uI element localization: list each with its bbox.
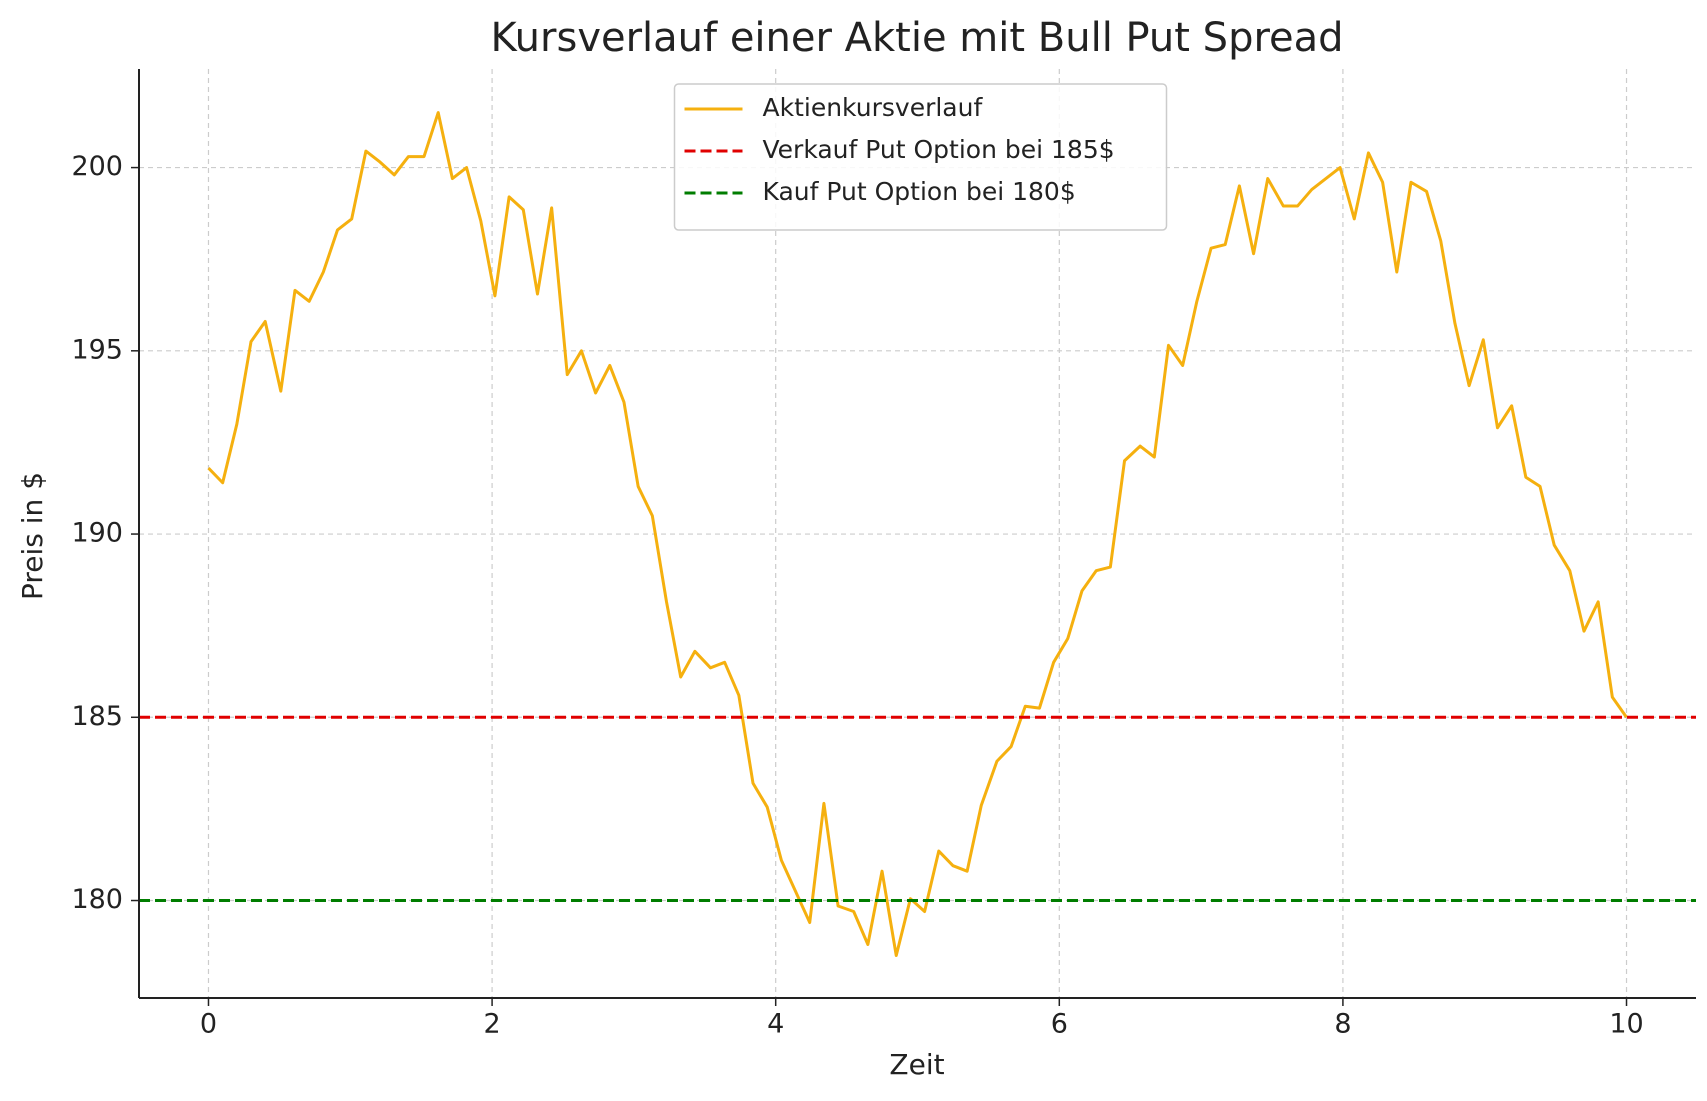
legend-box [673, 83, 1168, 231]
legend-label: Aktienkursverlauf [763, 93, 984, 122]
y-tick-label: 190 [71, 518, 123, 549]
chart-title: Kursverlauf einer Aktie mit Bull Put Spr… [490, 15, 1343, 61]
x-tick-label: 4 [767, 1009, 784, 1040]
x-tick-label: 0 [200, 1009, 217, 1040]
x-tick-label: 6 [1051, 1009, 1068, 1040]
x-tick-label: 10 [1609, 1009, 1643, 1040]
x-tick-label: 8 [1334, 1009, 1351, 1040]
y-tick-label: 200 [71, 151, 123, 182]
y-tick-label: 185 [71, 701, 123, 732]
y-tick-label: 195 [71, 334, 123, 365]
legend: Aktienkursverlauf Verkauf Put Option bei … [673, 83, 1168, 231]
x-axis-label: Zeit [889, 1048, 944, 1081]
data-line [207, 111, 1628, 957]
y-tick-label: 180 [71, 884, 123, 915]
legend-label: Kauf Put Option bei 180$ [763, 177, 1076, 206]
legend-label: Verkauf Put Option bei 185$ [763, 135, 1115, 164]
x-tick-label: 2 [483, 1009, 500, 1040]
y-axis-label: Preis in $ [16, 472, 49, 600]
